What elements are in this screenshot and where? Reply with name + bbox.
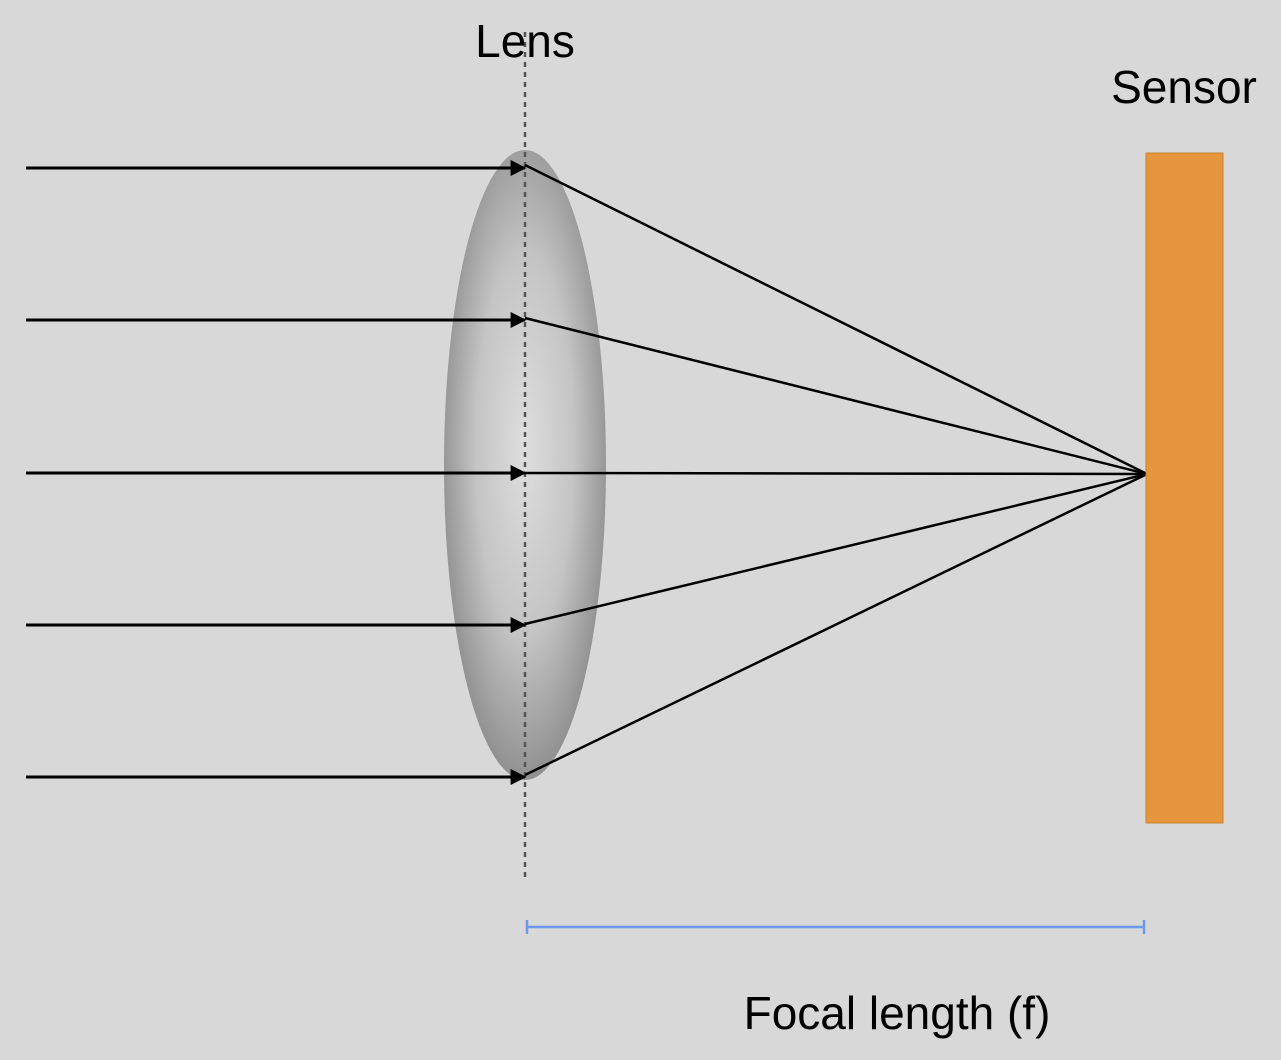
refracted-ray — [524, 163, 1148, 476]
focal-length-label: Focal length (f) — [743, 987, 1051, 1039]
sensor-label: Sensor — [1111, 61, 1257, 113]
refracted-ray — [524, 472, 1148, 626]
refracted-ray — [524, 471, 1148, 476]
incoming-rays — [26, 160, 527, 785]
sensor-bar — [1145, 152, 1224, 824]
refracted-rays — [524, 163, 1148, 777]
refracted-ray — [524, 472, 1148, 777]
focal-length-bracket — [525, 920, 1146, 934]
lens-label: Lens — [475, 15, 575, 67]
refracted-ray — [524, 316, 1148, 476]
